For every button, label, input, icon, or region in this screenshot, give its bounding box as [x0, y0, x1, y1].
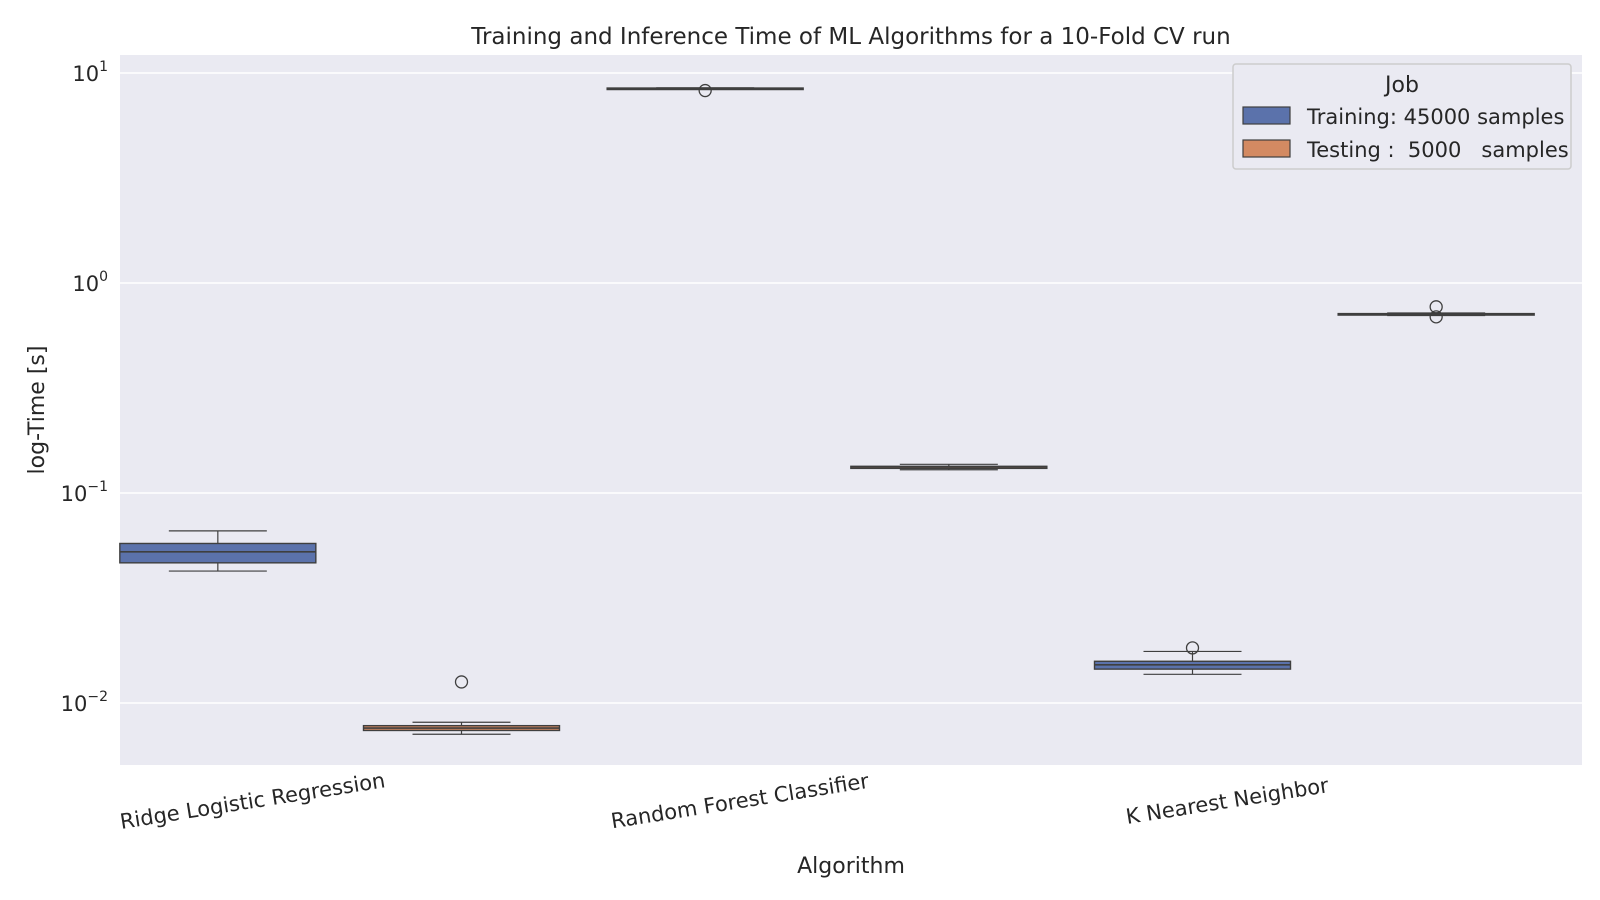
box-0-2 — [1093, 641, 1292, 675]
outlier-point — [454, 675, 469, 689]
y-axis-ticks: 10−2 10−1 100 101 — [61, 59, 108, 716]
box-1-2 — [1337, 300, 1535, 324]
legend: Job Training: 45000 samples Testing : 50… — [1232, 63, 1572, 170]
legend-title: Job — [1383, 73, 1419, 98]
legend-swatch-testing — [1242, 139, 1291, 158]
x-tick-label: Ridge Logistic Regression — [118, 768, 387, 834]
legend-label-training: Training: 45000 samples — [1306, 105, 1564, 129]
box-body — [119, 542, 317, 564]
outlier-point — [1185, 641, 1200, 655]
outlier-point — [1429, 300, 1443, 314]
legend-frame — [1232, 63, 1572, 170]
x-axis-ticks: Ridge Logistic Regression Random Forest C… — [118, 768, 1330, 834]
box-1-1 — [850, 463, 1048, 471]
y-tick-label: 10−2 — [61, 689, 108, 716]
x-axis-label: Algorithm — [797, 854, 905, 879]
y-tick-label: 100 — [72, 269, 108, 296]
plot-area — [120, 55, 1582, 765]
grid — [120, 72, 1582, 704]
x-tick-label: K Nearest Neighbor — [1124, 773, 1330, 829]
y-tick-label: 101 — [72, 59, 108, 86]
box-0-0 — [119, 530, 317, 572]
outlier-point — [1429, 310, 1443, 324]
x-tick-label: Random Forest Classifier — [609, 769, 871, 834]
box-1-0 — [362, 675, 561, 735]
box-plots — [119, 83, 1535, 735]
legend-label-testing: Testing : 5000 samples — [1306, 138, 1569, 162]
y-axis-label: log-Time [s] — [25, 346, 50, 475]
y-tick-label: 10−1 — [61, 479, 108, 506]
box-0-1 — [606, 83, 804, 98]
legend-swatch-training — [1242, 106, 1291, 125]
chart-title: Training and Inference Time of ML Algori… — [470, 24, 1230, 50]
outlier-point — [698, 83, 712, 98]
